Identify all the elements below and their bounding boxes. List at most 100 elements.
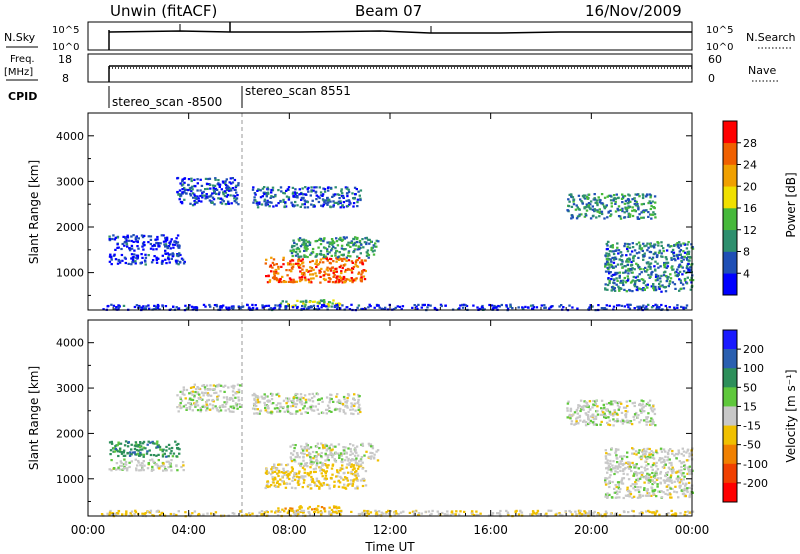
power-cell xyxy=(625,208,629,212)
velocity-cell xyxy=(210,512,213,515)
velocity-cell xyxy=(270,398,274,401)
velocity-cell xyxy=(330,397,333,401)
power-cell xyxy=(144,260,147,263)
velocity-cell xyxy=(318,453,321,457)
velocity-cell xyxy=(666,451,670,454)
power-cell xyxy=(287,302,290,306)
power-cell xyxy=(213,192,216,195)
power-cell xyxy=(324,202,328,205)
power-cell xyxy=(688,270,691,274)
power-cell xyxy=(291,192,295,195)
power-cell xyxy=(653,207,656,210)
power-cell xyxy=(643,254,646,257)
velocity-cell xyxy=(214,385,218,388)
velocity-cell xyxy=(266,404,270,407)
power-cell xyxy=(251,188,255,191)
velocity-cell xyxy=(323,510,327,513)
velocity-cell xyxy=(670,509,673,512)
velocity-cell xyxy=(671,471,674,474)
velocity-cell xyxy=(334,511,337,514)
velocity-cell xyxy=(293,510,297,513)
velocity-cell xyxy=(216,397,219,400)
nsearch-tick-bottom: 10^0 xyxy=(706,42,733,53)
power-cell xyxy=(590,305,594,308)
velocity-cell xyxy=(357,398,360,401)
velocity-cell xyxy=(232,407,236,410)
velocity-cell xyxy=(627,489,631,492)
velocity-cell xyxy=(606,421,609,424)
power-cell xyxy=(315,253,319,256)
power-cell xyxy=(140,234,144,237)
power-cell xyxy=(646,249,649,252)
power-cell xyxy=(342,257,346,260)
velocity-cell xyxy=(271,393,274,396)
power-cell xyxy=(353,186,357,189)
velocity-cell xyxy=(614,496,618,499)
power-cell xyxy=(311,273,314,276)
velocity-cell xyxy=(608,466,611,469)
velocity-cell xyxy=(376,449,380,452)
velocity-cell xyxy=(574,510,577,513)
velocity-cell xyxy=(326,458,329,461)
velocity-cell xyxy=(349,465,353,468)
velocity-cell xyxy=(337,510,341,513)
velocity-cell xyxy=(617,483,620,486)
velocity-cell xyxy=(142,446,145,449)
power-cell xyxy=(321,205,325,208)
velocity-cell xyxy=(625,400,628,403)
velocity-cell xyxy=(122,468,125,471)
power-cell xyxy=(309,260,312,264)
velocity-cell xyxy=(592,415,595,418)
power-cell xyxy=(346,195,349,198)
velocity-cell xyxy=(653,412,657,416)
power-cell xyxy=(652,244,656,247)
velocity-cell xyxy=(578,512,581,515)
velocity-cell xyxy=(344,459,347,462)
power-cell xyxy=(622,283,625,287)
velocity-cell xyxy=(265,468,268,471)
power-cell xyxy=(212,186,215,190)
velocity-cell xyxy=(191,409,194,412)
velocity-cell xyxy=(615,490,619,493)
power-cell xyxy=(284,280,288,283)
power-cell xyxy=(138,306,141,309)
velocity-cell xyxy=(336,512,339,515)
velocity-cell xyxy=(604,414,607,417)
velocity-cell xyxy=(683,475,686,478)
power-cell xyxy=(444,304,447,307)
velocity-cell xyxy=(300,476,303,479)
velocity-cell xyxy=(341,486,344,489)
velocity-cell xyxy=(116,444,119,447)
power-cell xyxy=(285,300,288,303)
velocity-cell xyxy=(346,406,349,409)
velocity-cell xyxy=(326,447,329,450)
velocity-cell xyxy=(167,460,170,463)
power-cell xyxy=(335,237,338,240)
power-cell xyxy=(672,251,676,254)
velocity-cell xyxy=(674,513,678,516)
power-cell xyxy=(591,205,594,208)
power-cell xyxy=(591,208,595,211)
power-cell xyxy=(179,182,182,185)
velocity-cell xyxy=(351,404,354,407)
velocity-cell xyxy=(124,460,128,464)
velocity-cell xyxy=(279,402,282,405)
velocity-cell xyxy=(620,402,623,405)
power-cell xyxy=(653,243,656,246)
power-cell xyxy=(213,203,216,206)
velocity-cell xyxy=(277,392,280,395)
velocity-cell xyxy=(356,454,360,457)
power-cell xyxy=(237,184,240,187)
power-cell xyxy=(355,238,359,241)
power-cell xyxy=(359,189,363,192)
velocity-colorbar-tick-label: -200 xyxy=(743,477,768,490)
power-cell xyxy=(433,306,437,310)
power-cell xyxy=(302,300,305,303)
power-cell xyxy=(625,254,628,257)
power-cell xyxy=(305,249,308,252)
velocity-cell xyxy=(221,405,225,408)
power-cell xyxy=(194,201,197,204)
velocity-cell xyxy=(353,393,356,396)
velocity-cell xyxy=(575,408,579,411)
power-cell xyxy=(110,255,113,258)
